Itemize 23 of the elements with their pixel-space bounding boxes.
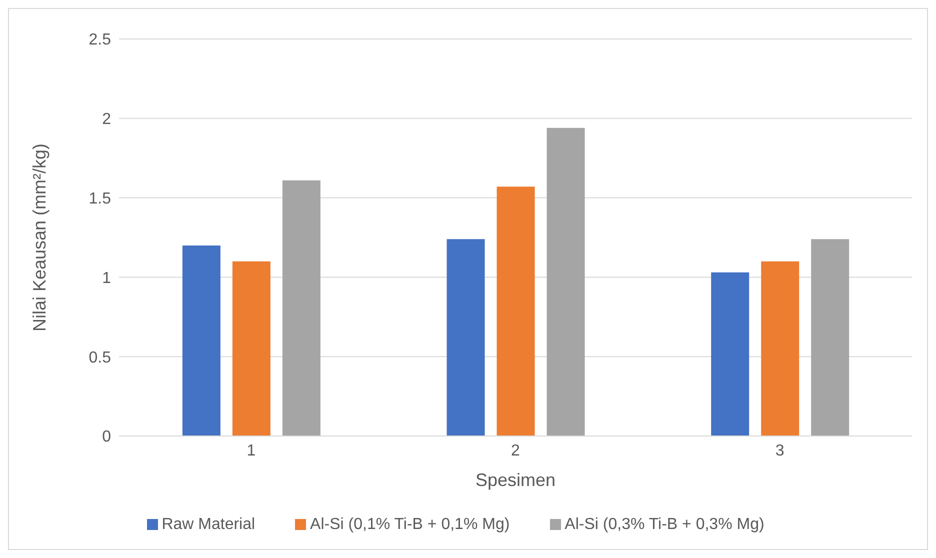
- y-tick-label: 1: [102, 270, 112, 287]
- y-tick-label: 0.5: [88, 349, 112, 366]
- bar: [811, 239, 850, 436]
- legend-label: Raw Material: [162, 516, 256, 533]
- y-tick-label: 0: [102, 428, 112, 446]
- y-axis-title: Nilai Keausan (mm²/kg): [29, 143, 50, 332]
- bar: [446, 239, 485, 436]
- bar: [232, 261, 270, 436]
- bar: [182, 245, 220, 436]
- bar: [546, 128, 585, 436]
- bar: [761, 261, 800, 436]
- x-tick-label: 1: [246, 442, 256, 460]
- y-tick-label: 2: [102, 111, 112, 128]
- bar: [496, 186, 535, 436]
- x-tick-label: 3: [775, 442, 784, 460]
- x-tick-label: 2: [511, 442, 520, 460]
- bar: [711, 272, 750, 436]
- x-axis-title: Spesimen: [475, 470, 556, 490]
- y-tick-label: 2.5: [88, 32, 112, 49]
- y-tick-label: 1.5: [88, 190, 112, 208]
- legend-label: Al-Si (0,3% Ti-B + 0,3% Mg): [564, 516, 764, 533]
- legend-label: Al-Si (0,1% Ti-B + 0,1% Mg): [310, 516, 510, 533]
- bar: [282, 180, 320, 436]
